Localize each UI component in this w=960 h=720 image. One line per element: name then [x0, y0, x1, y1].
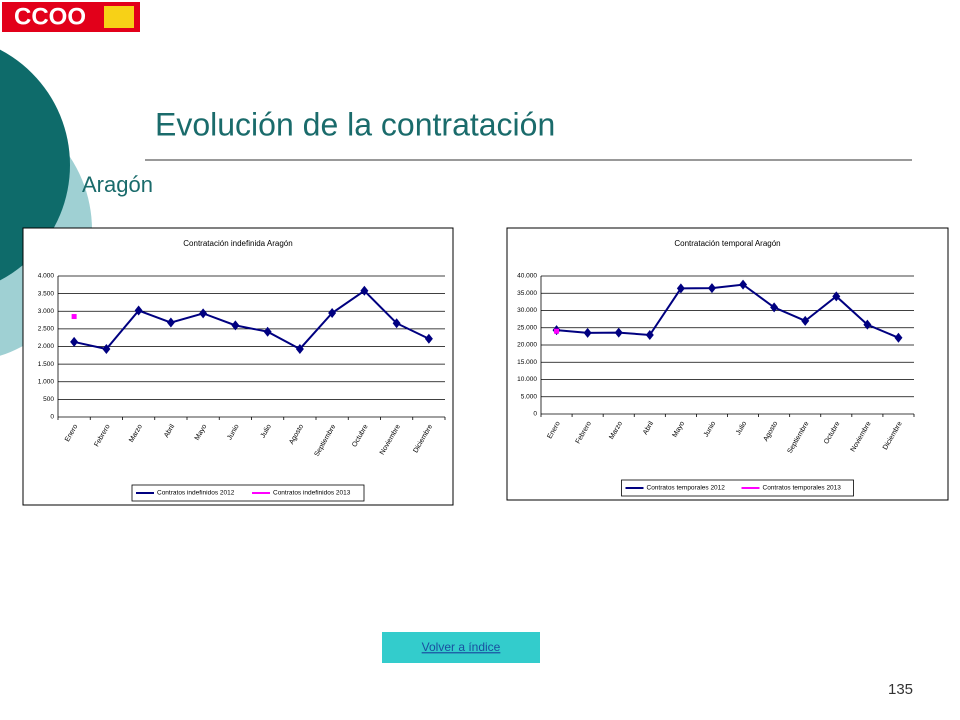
- marker-diamond: [863, 319, 872, 330]
- marker-diamond: [134, 305, 143, 316]
- y-tick-label: 10.000: [517, 376, 537, 383]
- y-tick-label: 5.000: [521, 393, 538, 400]
- y-tick-label: 35.000: [517, 290, 537, 297]
- y-tick-label: 0: [50, 414, 54, 421]
- legend-label: Contratos indefinidos 2013: [273, 490, 351, 497]
- marker-diamond: [770, 302, 779, 313]
- slide-title: Evolución de la contratación: [155, 106, 555, 142]
- y-tick-label: 2.500: [38, 326, 55, 333]
- y-tick-label: 500: [43, 396, 54, 403]
- logo-flag: [104, 6, 134, 28]
- logo-text: CCOO: [14, 3, 86, 30]
- link-text[interactable]: Volver a índice: [422, 640, 501, 654]
- marker-diamond: [832, 291, 841, 302]
- legend-frame: [621, 479, 854, 497]
- y-tick-label: 40.000: [517, 273, 537, 280]
- marker-diamond: [583, 327, 592, 338]
- marker-diamond: [199, 308, 208, 319]
- series-line: [556, 283, 899, 339]
- y-tick-label: 1.000: [38, 378, 55, 385]
- y-tick-label: 15.000: [517, 359, 537, 366]
- marker-square: [554, 328, 560, 334]
- marker-diamond: [894, 332, 903, 343]
- y-tick-label: 4.000: [38, 273, 55, 280]
- y-tick-label: 0: [533, 411, 537, 418]
- legend-frame: [131, 484, 365, 502]
- y-tick-label: 20.000: [517, 342, 537, 349]
- marker-diamond: [707, 283, 716, 294]
- series-line: [73, 289, 430, 351]
- y-tick-label: 25.000: [517, 324, 537, 331]
- y-tick-label: 2.000: [38, 343, 55, 350]
- y-tick-label: 3.000: [38, 308, 55, 315]
- marker-diamond: [645, 329, 654, 340]
- y-tick-label: 3.500: [38, 290, 55, 297]
- legend-label: Contratos temporales 2012: [647, 485, 726, 492]
- marker-diamond: [739, 279, 748, 290]
- marker-diamond: [328, 308, 337, 319]
- marker-diamond: [360, 285, 369, 296]
- marker-diamond: [676, 283, 685, 294]
- decor-circle-dark: [0, 49, 70, 281]
- link-button[interactable]: [382, 632, 540, 663]
- marker-diamond: [70, 336, 79, 347]
- chart-title: Contratación temporal Aragón: [674, 239, 780, 248]
- chart-title: Contratación indefinida Aragón: [183, 239, 292, 248]
- marker-diamond: [263, 326, 272, 337]
- page-number: 135: [888, 681, 913, 698]
- chart-frame: [22, 227, 454, 506]
- marker-diamond: [166, 317, 175, 328]
- legend-label: Contratos indefinidos 2012: [157, 490, 235, 497]
- marker-diamond: [295, 343, 304, 354]
- marker-diamond: [424, 333, 433, 344]
- marker-diamond: [801, 315, 810, 326]
- y-tick-label: 1.500: [38, 361, 55, 368]
- marker-diamond: [392, 318, 401, 329]
- marker-diamond: [614, 327, 623, 338]
- marker-diamond: [102, 343, 111, 354]
- y-tick-label: 30.000: [517, 307, 537, 314]
- legend-label: Contratos temporales 2013: [763, 485, 842, 492]
- marker-square: [71, 314, 77, 320]
- slide-subtitle: Aragón: [82, 172, 153, 197]
- marker-diamond: [231, 320, 240, 331]
- chart-frame: [506, 227, 949, 501]
